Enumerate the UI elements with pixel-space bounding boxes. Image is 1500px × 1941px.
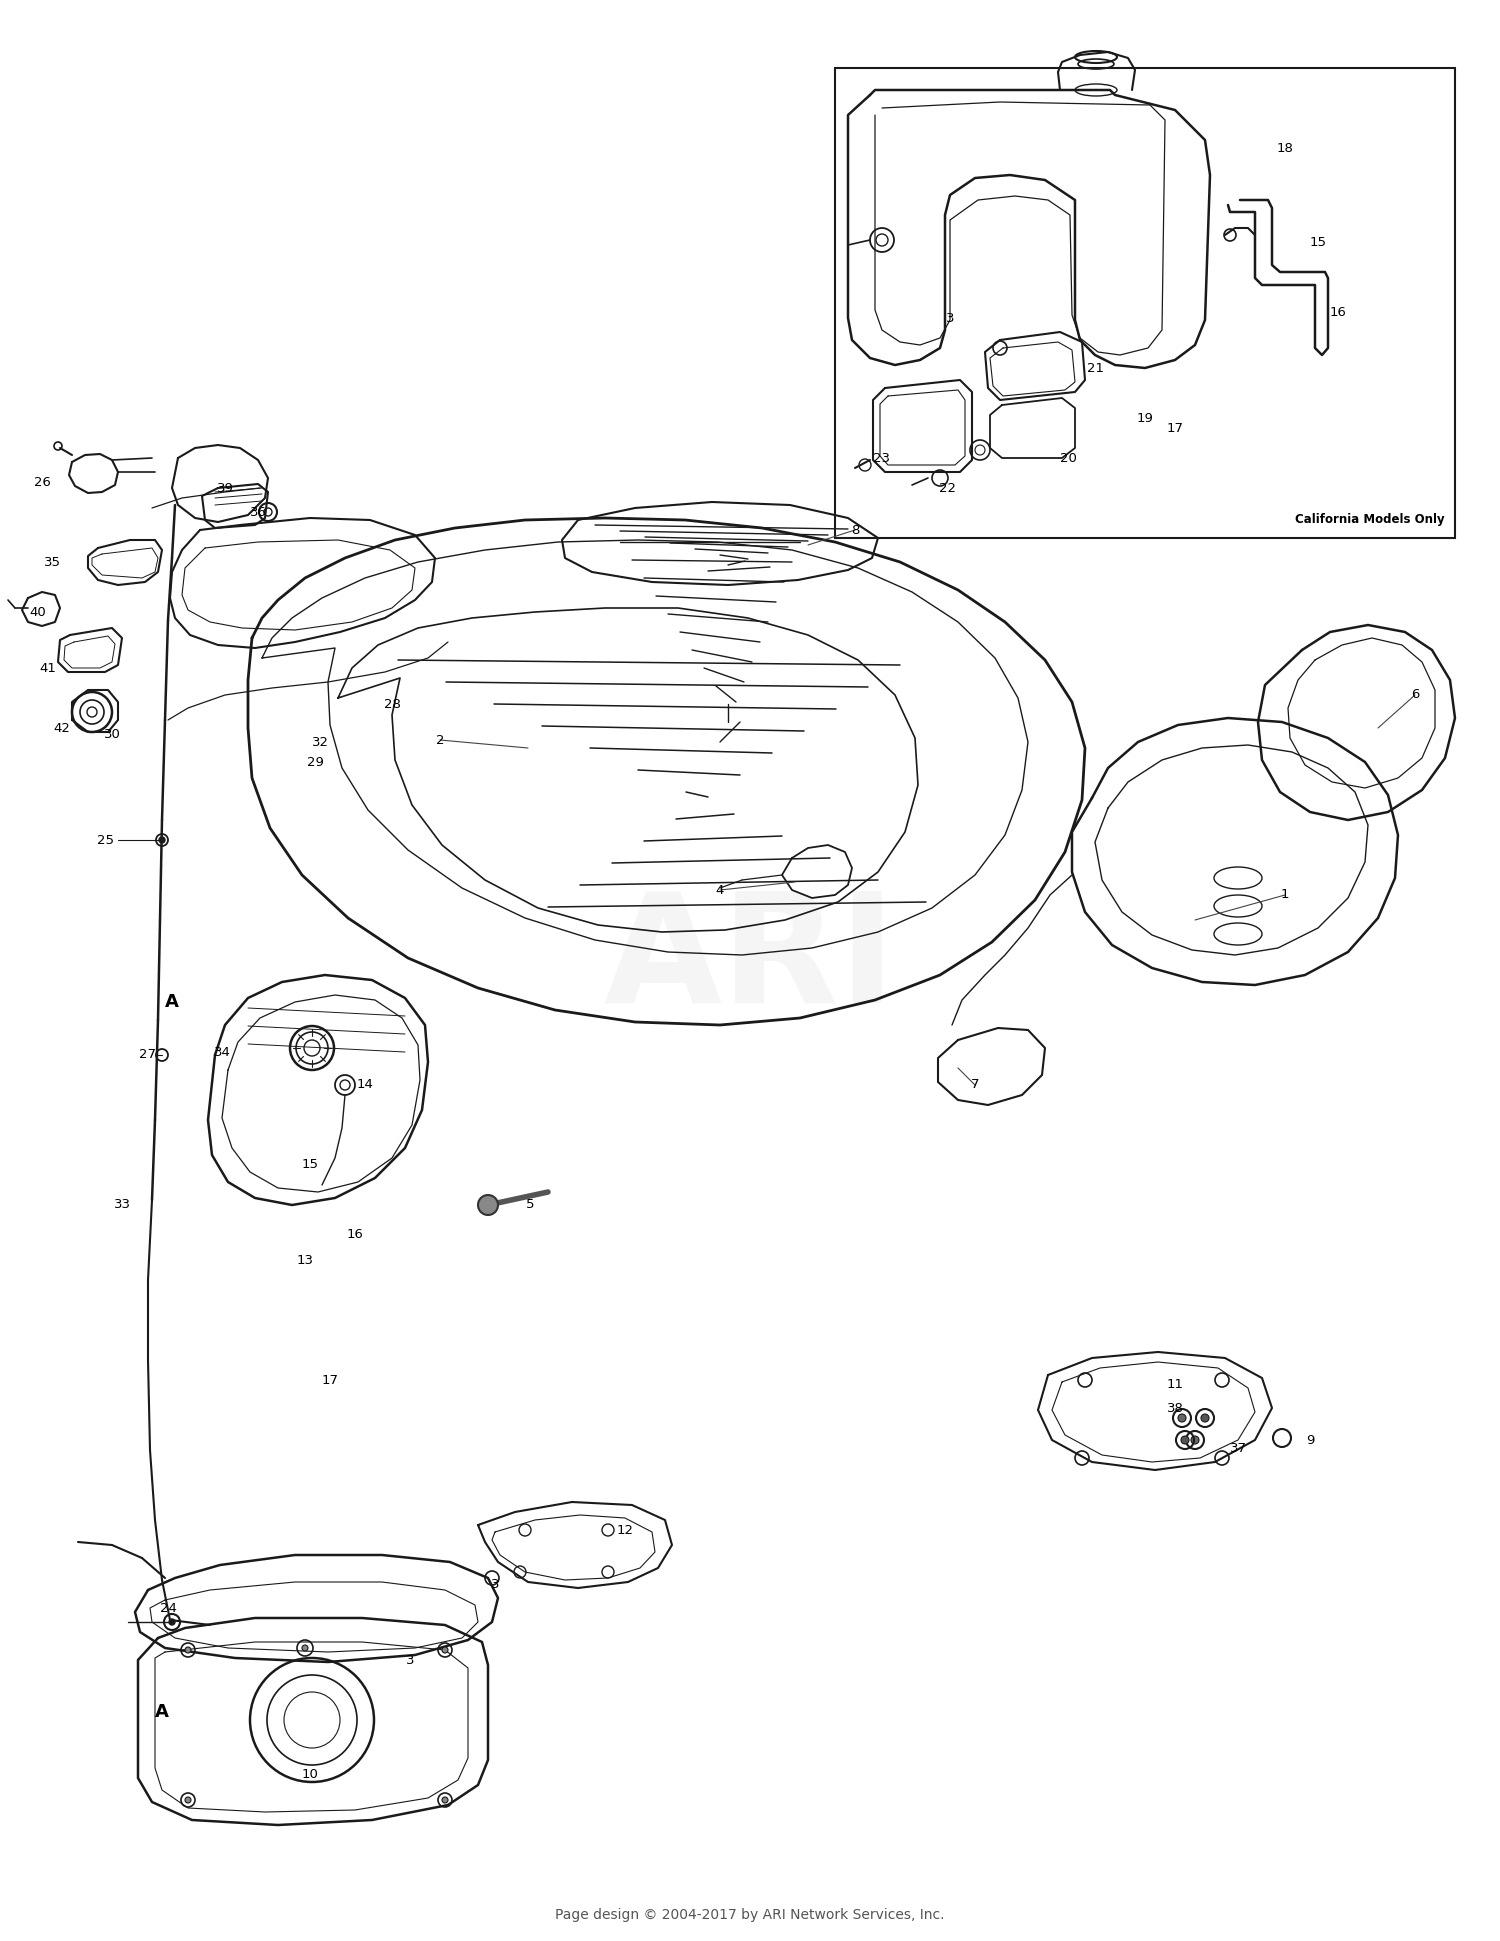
Text: 30: 30 xyxy=(104,728,120,741)
Text: 20: 20 xyxy=(1059,452,1077,464)
Text: California Models Only: California Models Only xyxy=(1296,514,1444,526)
Text: 35: 35 xyxy=(44,555,60,569)
Text: 1: 1 xyxy=(1281,889,1288,901)
Text: 33: 33 xyxy=(114,1198,130,1211)
Text: 4: 4 xyxy=(716,883,724,897)
Text: 42: 42 xyxy=(54,722,70,734)
Text: 32: 32 xyxy=(312,736,328,749)
Circle shape xyxy=(1180,1436,1190,1444)
Text: 23: 23 xyxy=(873,452,891,464)
Text: 25: 25 xyxy=(96,833,114,846)
Circle shape xyxy=(170,1619,176,1625)
Text: 18: 18 xyxy=(1276,142,1293,155)
Circle shape xyxy=(184,1648,190,1654)
Circle shape xyxy=(442,1797,448,1803)
Circle shape xyxy=(184,1797,190,1803)
Text: 8: 8 xyxy=(850,524,859,536)
Text: 22: 22 xyxy=(939,481,957,495)
Circle shape xyxy=(1202,1413,1209,1423)
Text: 28: 28 xyxy=(384,699,400,712)
Circle shape xyxy=(159,837,165,842)
Text: 40: 40 xyxy=(30,606,46,619)
Circle shape xyxy=(1191,1436,1198,1444)
Text: Page design © 2004-2017 by ARI Network Services, Inc.: Page design © 2004-2017 by ARI Network S… xyxy=(555,1908,945,1922)
Text: 7: 7 xyxy=(970,1079,980,1091)
Text: 13: 13 xyxy=(297,1254,314,1266)
Text: A: A xyxy=(165,994,178,1011)
Circle shape xyxy=(442,1648,448,1654)
Text: A: A xyxy=(154,1702,170,1722)
Text: 26: 26 xyxy=(33,476,51,489)
Text: 12: 12 xyxy=(616,1524,633,1537)
Text: 29: 29 xyxy=(306,755,324,769)
Text: 41: 41 xyxy=(39,662,57,675)
Circle shape xyxy=(302,1646,307,1652)
Text: 15: 15 xyxy=(302,1159,318,1172)
Text: 16: 16 xyxy=(346,1229,363,1242)
Text: 36: 36 xyxy=(249,505,267,518)
Text: 16: 16 xyxy=(1329,305,1347,318)
Text: 11: 11 xyxy=(1167,1378,1184,1392)
Circle shape xyxy=(478,1196,498,1215)
Text: 3: 3 xyxy=(405,1654,414,1667)
Bar xyxy=(836,68,1455,538)
Text: 9: 9 xyxy=(1306,1434,1314,1446)
Text: 2: 2 xyxy=(435,734,444,747)
Text: 3: 3 xyxy=(945,311,954,324)
Text: 24: 24 xyxy=(159,1601,177,1615)
Text: 39: 39 xyxy=(216,481,234,495)
Circle shape xyxy=(1178,1413,1186,1423)
Text: 3: 3 xyxy=(490,1578,500,1592)
Text: 19: 19 xyxy=(1137,411,1154,425)
Text: 15: 15 xyxy=(1310,235,1326,248)
Text: 6: 6 xyxy=(1412,689,1419,701)
Text: 38: 38 xyxy=(1167,1401,1184,1415)
Text: ARI: ARI xyxy=(603,885,897,1035)
Text: 17: 17 xyxy=(1167,421,1184,435)
Text: 27: 27 xyxy=(140,1048,156,1062)
Text: 10: 10 xyxy=(302,1768,318,1782)
Text: 21: 21 xyxy=(1086,361,1104,375)
Text: 17: 17 xyxy=(321,1374,339,1386)
Text: 5: 5 xyxy=(525,1198,534,1211)
Text: 14: 14 xyxy=(357,1079,374,1091)
Text: 37: 37 xyxy=(1230,1442,1246,1454)
Text: 34: 34 xyxy=(213,1046,231,1058)
